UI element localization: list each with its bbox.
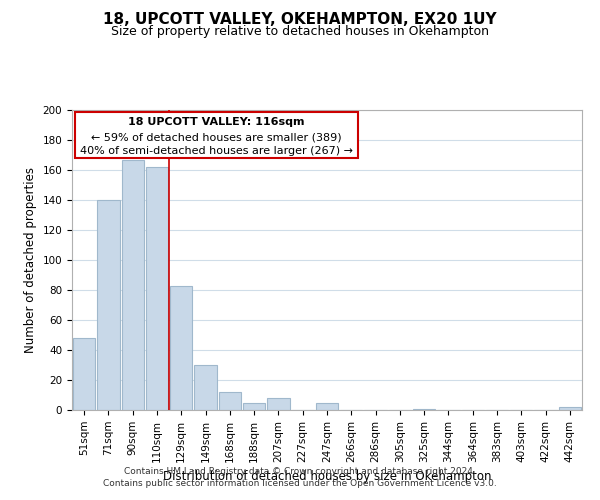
Bar <box>97 200 119 410</box>
Text: Size of property relative to detached houses in Okehampton: Size of property relative to detached ho… <box>111 25 489 38</box>
Y-axis label: Number of detached properties: Number of detached properties <box>24 167 37 353</box>
Text: 18 UPCOTT VALLEY: 116sqm: 18 UPCOTT VALLEY: 116sqm <box>128 116 304 126</box>
Text: Contains public sector information licensed under the Open Government Licence v3: Contains public sector information licen… <box>103 478 497 488</box>
Text: 18, UPCOTT VALLEY, OKEHAMPTON, EX20 1UY: 18, UPCOTT VALLEY, OKEHAMPTON, EX20 1UY <box>103 12 497 28</box>
Text: Contains HM Land Registry data © Crown copyright and database right 2024.: Contains HM Land Registry data © Crown c… <box>124 467 476 476</box>
Bar <box>559 407 581 410</box>
Bar <box>413 408 436 410</box>
Text: ← 59% of detached houses are smaller (389): ← 59% of detached houses are smaller (38… <box>91 132 341 142</box>
FancyBboxPatch shape <box>74 112 358 158</box>
Bar <box>267 398 290 410</box>
X-axis label: Distribution of detached houses by size in Okehampton: Distribution of detached houses by size … <box>163 470 491 483</box>
Bar <box>122 160 144 410</box>
Bar <box>218 392 241 410</box>
Text: 40% of semi-detached houses are larger (267) →: 40% of semi-detached houses are larger (… <box>80 146 353 156</box>
Bar <box>316 402 338 410</box>
Bar <box>146 167 168 410</box>
Bar <box>243 402 265 410</box>
Bar <box>170 286 193 410</box>
Bar <box>194 365 217 410</box>
Bar <box>73 338 95 410</box>
